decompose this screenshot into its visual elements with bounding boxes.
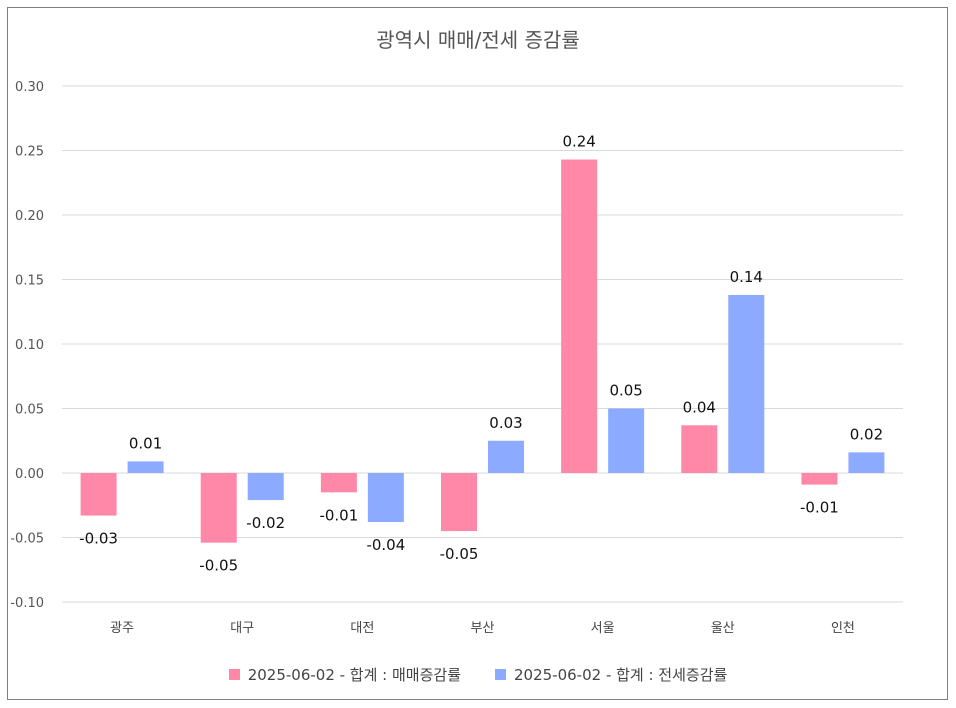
bar-sales-2 (320, 473, 357, 493)
bar-jeonse-0 (127, 461, 164, 473)
legend-swatch-jeonse (495, 669, 506, 680)
bar-sales-5 (681, 425, 718, 473)
x-category-label: 부산 (471, 621, 495, 636)
data-label: -0.03 (79, 530, 118, 548)
bar-sales-3 (441, 473, 477, 532)
bar-sales-0 (80, 473, 117, 516)
y-tick-label: 0.00 (15, 467, 44, 482)
y-tick-label: -0.05 (10, 532, 44, 547)
x-category-label: 대전 (350, 621, 374, 636)
y-tick-label: 0.10 (15, 338, 44, 353)
data-label: 0.24 (562, 133, 595, 151)
chart-legend: 2025-06-02 - 합계 : 매매증감률 2025-06-02 - 합계 … (0, 664, 956, 685)
y-tick-label: 0.05 (15, 403, 44, 418)
y-tick-label: -0.10 (10, 596, 44, 611)
data-label: 0.03 (489, 414, 522, 432)
bar-sales-1 (200, 473, 237, 543)
data-label: -0.04 (366, 536, 405, 554)
bar-jeonse-2 (367, 473, 404, 523)
x-category-label: 서울 (591, 621, 615, 636)
y-tick-label: 0.25 (15, 145, 44, 160)
bar-jeonse-6 (848, 452, 885, 473)
legend-label-sales: 2025-06-02 - 합계 : 매매증감률 (247, 666, 461, 684)
bar-sales-6 (801, 473, 838, 485)
data-label: -0.05 (199, 557, 238, 575)
legend-item-jeonse: 2025-06-02 - 합계 : 전세증감률 (495, 664, 727, 685)
bar-sales-4 (561, 159, 598, 473)
x-category-label: 울산 (711, 621, 735, 636)
y-tick-label: 0.20 (15, 209, 44, 224)
x-category-label: 인천 (831, 621, 855, 636)
data-label: 0.02 (850, 425, 883, 443)
legend-item-sales: 2025-06-02 - 합계 : 매매증감률 (228, 664, 461, 685)
bar-jeonse-1 (247, 473, 284, 501)
bar-jeonse-3 (488, 440, 524, 473)
y-tick-label: 0.15 (15, 274, 44, 289)
data-label: 0.05 (609, 382, 642, 400)
data-label: 0.14 (730, 268, 763, 286)
data-label: -0.01 (319, 506, 358, 524)
bar-jeonse-5 (728, 294, 765, 473)
data-label: 0.01 (129, 434, 162, 452)
chart-frame (7, 7, 948, 700)
legend-swatch-sales (228, 669, 240, 680)
data-label: -0.01 (800, 499, 839, 517)
data-label: -0.02 (246, 514, 285, 532)
data-label: -0.05 (440, 545, 479, 563)
y-tick-label: 0.30 (15, 80, 44, 95)
legend-label-jeonse: 2025-06-02 - 합계 : 전세증감률 (514, 666, 728, 684)
x-category-label: 대구 (230, 621, 254, 636)
bar-jeonse-4 (608, 408, 645, 473)
x-category-label: 광주 (110, 621, 134, 636)
data-label: 0.04 (683, 398, 716, 416)
chart-title: 광역시 매매/전세 증감률 (376, 28, 580, 52)
